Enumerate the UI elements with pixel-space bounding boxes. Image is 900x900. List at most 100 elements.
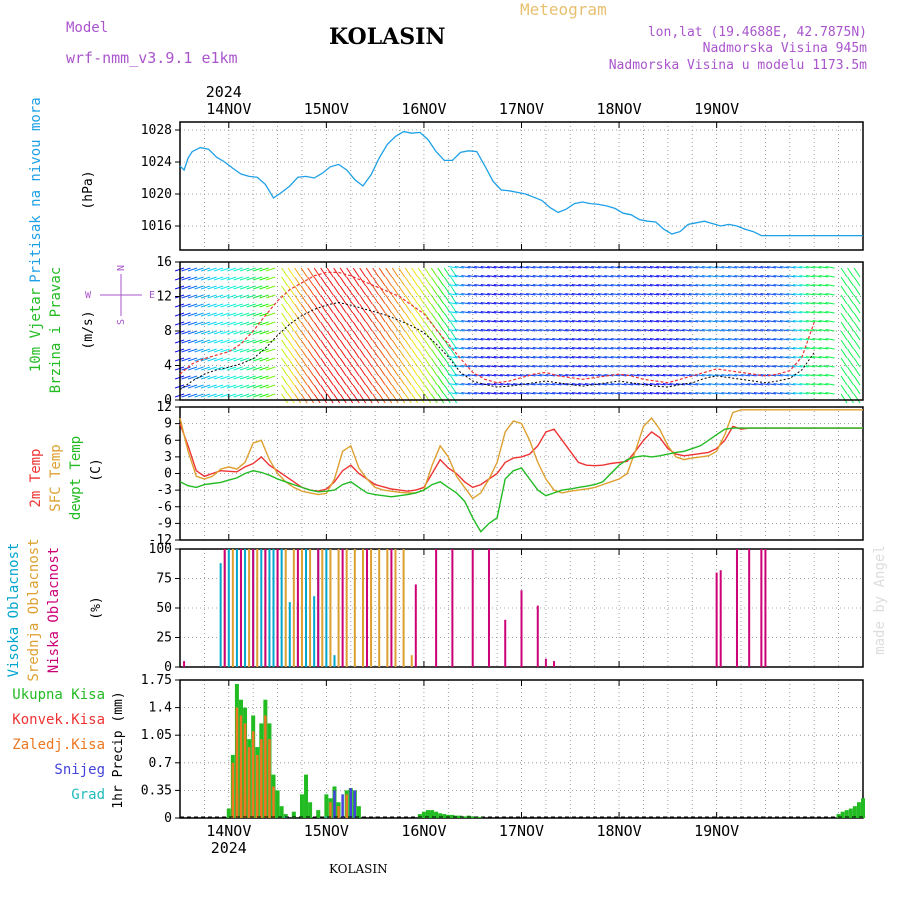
wind-barb [519,284,529,287]
wind-barb [320,330,328,341]
wind-barb [805,320,816,323]
wind-barb [320,375,328,386]
wind-barb [424,384,432,395]
wind-barb [532,302,542,305]
wind-barb [766,356,777,359]
wind-barb [307,339,315,350]
wind-barb [584,293,594,296]
wind-barb [474,338,484,341]
wind-barb [649,275,659,278]
precip-bar-1 [442,814,447,818]
wind-barb [200,393,211,398]
wind-barb [220,330,230,335]
wind-barb [714,320,725,323]
wind-barb [714,275,725,278]
precip-bar-1 [425,810,430,818]
wind-barb [294,384,302,395]
wind-barb [656,329,666,332]
wind-barb [643,338,653,341]
wind-barb [187,366,198,371]
wind-barb [779,320,790,323]
wind-barb [454,284,464,287]
wind-barb [252,267,263,272]
wind-barb [454,266,464,269]
wind-barb [207,330,217,335]
wind-barb [233,285,243,290]
wind-barb [448,392,458,395]
wind-barb [424,375,432,386]
bottom-day-label: 15NOV [304,822,349,840]
wind-barb [398,366,406,377]
wind-barb [287,384,295,395]
wind-barb [480,302,490,305]
wind-barb [513,302,523,305]
wind-barb [424,312,432,323]
wind-barb [727,392,738,395]
wind-barb [404,321,412,332]
precip-bar-1 [430,810,435,818]
wind-barb [480,293,490,296]
wind-barb [812,356,822,359]
wind-barb [604,356,614,359]
cloud-bar-1 [272,549,275,667]
wind-barb [840,267,848,278]
wind-barb [610,320,620,323]
precip-bar-1 [844,810,849,818]
wind-barb [437,312,445,323]
wind-barb [378,285,386,296]
wind-barb [411,375,419,386]
wind-barb [636,392,646,395]
wind-barb [773,284,783,287]
wind-barb [688,275,699,278]
precip-bar-3 [329,802,332,818]
wind-barb [565,311,575,314]
wind-barb [500,356,510,359]
wind-barb [474,347,484,350]
wind-barb [545,392,555,395]
precip-bar-1 [840,811,845,818]
wind-barb [519,320,529,323]
wind-barb [259,393,269,398]
wind-barb [346,276,354,287]
wind-barb [339,285,347,296]
wind-barb [398,303,406,314]
precip-bar-3 [345,794,348,818]
wind-barb [591,320,601,323]
wind-barb [487,392,497,395]
wind-barb [220,267,230,272]
wind-barb [391,330,399,341]
wind-barb [847,348,854,359]
wind-barb [701,320,712,323]
wind-barb [552,383,562,386]
wind-barb [682,275,692,278]
wind-barb [474,284,484,287]
wind-barb [799,284,809,287]
wind-barb [825,356,835,359]
cloud-bar-2 [345,549,348,667]
wind-barb [714,311,725,314]
wind-barb [346,357,354,368]
wind-barb [662,374,673,377]
wind-barb [584,284,594,287]
wind-barb [506,347,516,350]
wind-barb [571,320,581,323]
wind-barb [753,365,764,368]
wind-barb [252,393,263,398]
wind-barb [747,374,757,377]
wind-barb [404,330,412,341]
wind-barb [480,392,490,395]
wind-barb [233,339,243,344]
wind-barb [252,384,263,389]
ytick-label-3: -9 [156,516,172,531]
wind-barb [385,330,393,341]
wind-barb [792,266,803,269]
wind-barb [825,374,835,377]
wind-barb [721,338,731,341]
wind-barb [320,339,328,350]
wind-barb [352,357,360,368]
wind-barb [727,275,738,278]
wind-barb [326,312,334,323]
wind-barb [571,365,581,368]
wind-unit: (m/s) [81,310,96,349]
cloud-bar-3 [760,549,763,667]
